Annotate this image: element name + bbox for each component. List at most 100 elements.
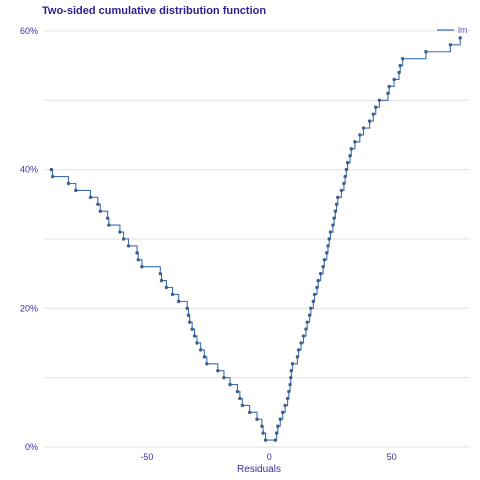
data-point bbox=[361, 126, 366, 130]
gridlines bbox=[44, 30, 470, 448]
data-point bbox=[273, 438, 278, 442]
data-point bbox=[322, 258, 327, 262]
chart-title: Two-sided cumulative distribution functi… bbox=[42, 5, 266, 17]
y-tick-label: 20% bbox=[20, 303, 38, 313]
data-point bbox=[105, 216, 110, 220]
data-point bbox=[278, 417, 282, 421]
data-point bbox=[315, 285, 319, 290]
data-point bbox=[311, 299, 316, 304]
data-point bbox=[398, 63, 402, 68]
x-tick-label: 0 bbox=[267, 452, 272, 462]
data-point bbox=[327, 237, 331, 241]
data-point bbox=[74, 188, 78, 193]
data-point bbox=[353, 140, 357, 144]
y-tick-labels: 0% 20% 40% 60% bbox=[20, 26, 38, 452]
data-point bbox=[295, 355, 300, 359]
x-tick-labels: -50 0 50 bbox=[140, 452, 396, 462]
data-point bbox=[136, 258, 140, 262]
data-point bbox=[195, 341, 199, 345]
series-layer bbox=[49, 36, 462, 442]
data-point bbox=[222, 375, 226, 380]
data-point bbox=[301, 334, 306, 338]
data-point bbox=[260, 424, 264, 428]
data-point bbox=[290, 362, 295, 366]
data-point bbox=[135, 251, 139, 255]
data-point bbox=[185, 306, 189, 311]
data-point bbox=[331, 223, 335, 227]
data-point bbox=[367, 119, 372, 123]
data-point bbox=[305, 320, 309, 324]
data-point bbox=[325, 251, 329, 255]
data-point bbox=[371, 112, 375, 116]
data-point bbox=[190, 327, 194, 331]
data-point bbox=[318, 271, 323, 276]
data-point bbox=[140, 265, 144, 269]
data-point bbox=[289, 369, 293, 373]
x-tick-label: 50 bbox=[387, 452, 397, 462]
data-point bbox=[281, 410, 285, 415]
data-point bbox=[458, 36, 462, 40]
data-point bbox=[247, 410, 252, 415]
data-point bbox=[358, 133, 362, 137]
legend: lm bbox=[437, 25, 468, 35]
y-tick-label: 60% bbox=[20, 26, 38, 36]
data-point bbox=[285, 396, 290, 401]
data-point bbox=[263, 438, 268, 442]
data-point bbox=[307, 313, 312, 317]
data-point bbox=[296, 348, 301, 352]
data-point bbox=[386, 91, 390, 96]
data-point bbox=[332, 216, 336, 220]
data-point bbox=[343, 174, 347, 179]
data-point bbox=[49, 167, 54, 172]
legend-label-lm: lm bbox=[458, 25, 468, 35]
data-point bbox=[348, 154, 352, 158]
data-point bbox=[238, 396, 242, 401]
data-point bbox=[304, 327, 308, 331]
data-point bbox=[374, 105, 378, 109]
data-point bbox=[328, 230, 333, 234]
data-point bbox=[289, 375, 293, 380]
data-point bbox=[261, 431, 265, 435]
data-point bbox=[187, 320, 192, 324]
data-point bbox=[397, 70, 401, 75]
data-point bbox=[321, 265, 325, 269]
data-point bbox=[186, 313, 191, 317]
data-point bbox=[400, 56, 405, 61]
data-point bbox=[448, 43, 453, 47]
data-point bbox=[202, 355, 207, 359]
data-point bbox=[255, 417, 259, 421]
data-point bbox=[336, 195, 340, 200]
data-point bbox=[235, 389, 240, 394]
data-point bbox=[126, 244, 131, 248]
data-point bbox=[176, 299, 181, 304]
data-point bbox=[387, 84, 391, 89]
data-point bbox=[377, 98, 382, 102]
data-point bbox=[274, 431, 279, 435]
data-point bbox=[159, 278, 164, 283]
data-point bbox=[349, 147, 353, 151]
data-point bbox=[392, 77, 396, 82]
data-point bbox=[66, 181, 71, 186]
data-point bbox=[121, 237, 126, 241]
data-point bbox=[339, 188, 344, 193]
data-point bbox=[216, 369, 220, 373]
y-tick-label: 0% bbox=[25, 442, 38, 452]
data-point bbox=[326, 244, 330, 248]
data-point bbox=[424, 50, 428, 54]
data-point bbox=[334, 202, 339, 206]
data-point bbox=[192, 334, 197, 338]
data-point bbox=[98, 209, 103, 213]
data-point bbox=[312, 292, 317, 297]
data-point bbox=[170, 292, 175, 297]
data-point bbox=[158, 271, 162, 276]
data-point bbox=[240, 403, 245, 408]
data-point bbox=[288, 382, 292, 387]
data-point bbox=[88, 195, 93, 200]
data-point bbox=[107, 223, 111, 227]
data-point bbox=[345, 160, 350, 165]
data-point bbox=[283, 403, 287, 408]
data-point bbox=[287, 389, 291, 394]
data-point bbox=[276, 424, 280, 428]
data-point bbox=[205, 362, 209, 366]
data-point bbox=[309, 306, 313, 311]
